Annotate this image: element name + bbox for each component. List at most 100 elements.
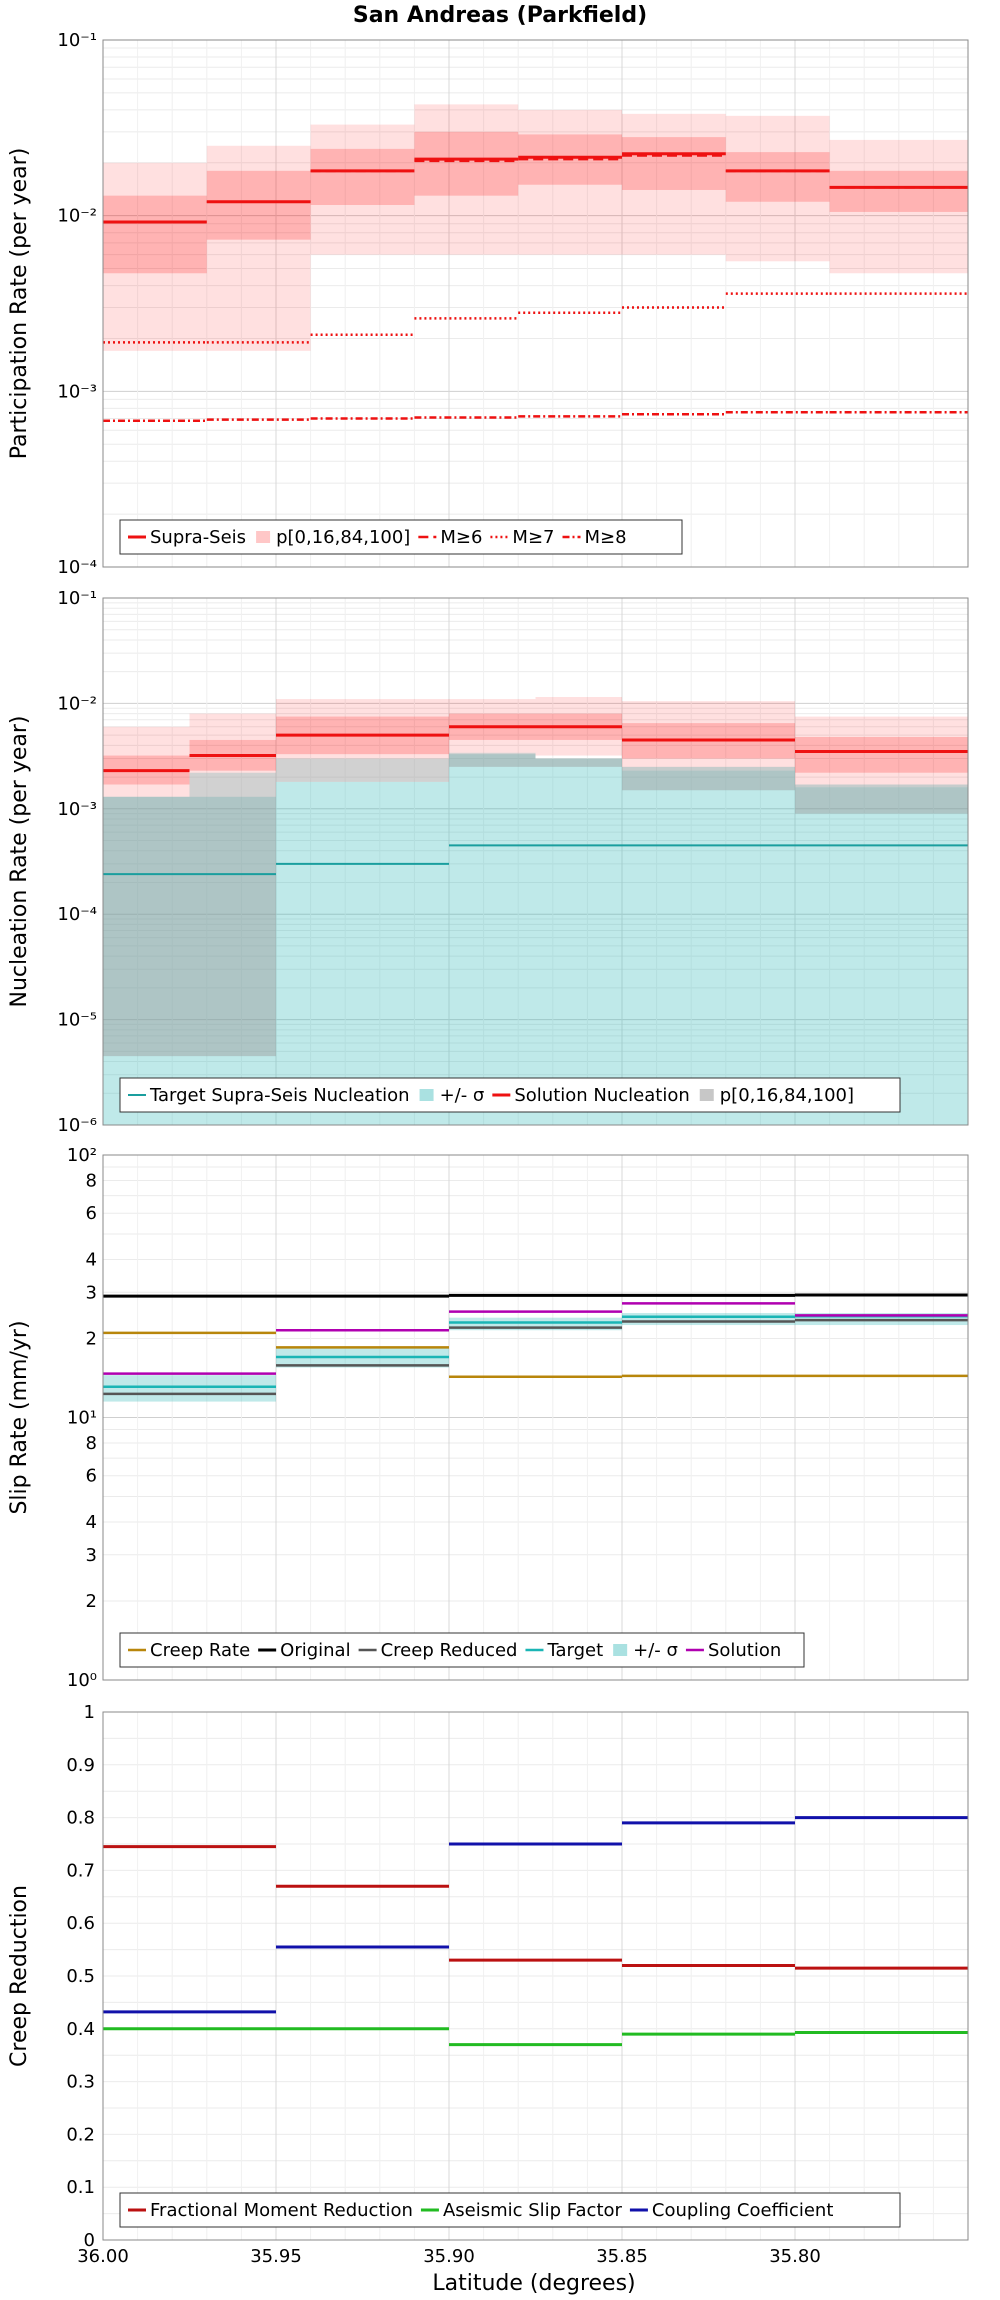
band-rect xyxy=(206,170,311,240)
y-tick-label: 4 xyxy=(86,1249,97,1270)
y-tick-label: 3 xyxy=(86,1282,97,1303)
legend-box xyxy=(119,2192,901,2228)
band-rect xyxy=(622,113,726,255)
band-rect xyxy=(829,139,968,274)
y-tick-label: 0.3 xyxy=(66,2072,95,2093)
gridlines xyxy=(102,1155,969,1681)
legend-label: Target xyxy=(546,1640,603,1661)
y-ticks: 10⁰ 2 3 4 6 8 10¹ 2 3 4 6 8 10² xyxy=(67,1145,97,1691)
legend-label: p[0,16,84,100] xyxy=(276,527,410,548)
y-tick-label: 0.4 xyxy=(66,2019,95,2040)
legend-swatch xyxy=(613,1644,628,1656)
chart-panel-2: 10⁻⁶ 10⁻⁵ 10⁻⁴ 10⁻³ 10⁻² 10⁻¹ Nucleation Rate … xyxy=(7,588,969,1136)
panels: 10⁻⁴ 10⁻³ 10⁻² 10⁻¹ Participation Rate (per … xyxy=(7,30,969,2267)
y-tick-label: 10⁻² xyxy=(57,693,97,714)
legend-label: Coupling Coefficient xyxy=(652,2200,833,2221)
legend-box xyxy=(119,519,683,555)
y-tick-label: 10⁰ xyxy=(67,1670,97,1691)
band-rect xyxy=(622,701,795,771)
legend-label: Original xyxy=(280,1640,350,1661)
band-rect xyxy=(518,109,622,255)
series xyxy=(103,1816,968,2047)
band-rect xyxy=(449,752,536,767)
series xyxy=(103,152,968,423)
series xyxy=(103,1293,968,1396)
band-rect xyxy=(829,170,968,212)
y-tick-label: 8 xyxy=(86,1170,97,1191)
gridlines xyxy=(102,40,969,568)
y-tick-label: 0 xyxy=(84,2230,95,2251)
x-tick-label: 35.90 xyxy=(423,2246,475,2267)
y-tick-label: 4 xyxy=(86,1512,97,1533)
band-rect xyxy=(189,796,276,1125)
series xyxy=(103,725,968,876)
band-rect xyxy=(725,115,830,262)
legend: Target Supra-Seis Nucleation +/- σ Solutio… xyxy=(119,1077,901,1113)
x-tick-label: 35.80 xyxy=(769,2246,821,2267)
y-tick-label: 10² xyxy=(67,1145,97,1166)
legend-label: Aseismic Slip Factor xyxy=(443,2200,623,2221)
band-rect xyxy=(103,1375,276,1402)
legend-label: +/- σ xyxy=(633,1640,678,1661)
y-axis-label: Nucleation Rate (per year) xyxy=(7,716,32,1008)
y-tick-label: 10⁻² xyxy=(57,206,97,227)
y-tick-label: 10¹ xyxy=(67,1408,97,1429)
band-rect xyxy=(103,796,190,1125)
y-tick-label: 2 xyxy=(86,1328,97,1349)
y-tick-label: 8 xyxy=(86,1433,97,1454)
y-axis-label: Slip Rate (mm/yr) xyxy=(7,1320,32,1514)
y-tick-label: 0.8 xyxy=(66,1808,95,1829)
band-rect xyxy=(795,787,968,814)
chart-panel-3: 10⁰ 2 3 4 6 8 10¹ 2 3 4 6 8 10² Slip Rate (mm/yr) Cree… xyxy=(7,1145,969,1691)
bands xyxy=(103,104,968,351)
band-rect xyxy=(414,104,519,255)
figure-title: San Andreas (Parkfield) xyxy=(353,3,647,28)
y-tick-label: 0.7 xyxy=(66,1860,95,1881)
band-rect xyxy=(206,145,311,351)
band-rect xyxy=(535,758,622,767)
y-tick-label: 10⁻⁴ xyxy=(57,904,97,925)
y-tick-label: 0.6 xyxy=(66,1913,95,1934)
plot-frame xyxy=(102,1154,969,1681)
gridlines xyxy=(102,598,969,1126)
legend-label: Creep Rate xyxy=(150,1640,250,1661)
band-rect xyxy=(103,162,207,351)
band-rect xyxy=(310,124,415,255)
y-tick-label: 0.2 xyxy=(66,2124,95,2145)
gridlines xyxy=(102,1711,969,2241)
band-rect xyxy=(103,726,190,797)
band-rect xyxy=(103,195,207,274)
band-rect xyxy=(310,148,415,206)
legend-swatch xyxy=(256,531,271,543)
y-axis-label: Creep Reduction xyxy=(7,1885,32,2067)
chart-panel-1: 10⁻⁴ 10⁻³ 10⁻² 10⁻¹ Participation Rate (per … xyxy=(7,30,969,578)
band-rect xyxy=(622,137,726,190)
y-tick-label: 10⁻⁶ xyxy=(57,1115,97,1136)
y-tick-label: 10⁻³ xyxy=(57,381,97,402)
band-rect xyxy=(276,699,449,759)
y-tick-label: 0.1 xyxy=(66,2177,95,2198)
x-axis-label: Latitude (degrees) xyxy=(432,2271,635,2296)
y-tick-label: 2 xyxy=(86,1591,97,1612)
y-tick-label: 10⁻⁵ xyxy=(57,1010,97,1031)
legend-label: +/- σ xyxy=(440,1085,485,1106)
y-tick-label: 10⁻³ xyxy=(57,799,97,820)
y-tick-label: 10⁻¹ xyxy=(57,588,97,609)
y-ticks: 0 0.1 0.2 0.3 0.4 0.5 0.6 0.7 0.8 0.9 1 xyxy=(66,1702,95,2251)
x-ticks: 36.00 35.95 35.90 35.85 35.80 xyxy=(77,2246,821,2267)
legend-swatch xyxy=(419,1089,434,1101)
chart-panel-4: 0 0.1 0.2 0.3 0.4 0.5 0.6 0.7 0.8 0.9 1 Creep Reduc… xyxy=(7,1702,969,2267)
band-rect xyxy=(622,770,795,791)
legend: Supra-Seis p[0,16,84,100] M≥6 M≥7 M≥8 xyxy=(119,519,683,555)
band-rect xyxy=(276,781,449,1125)
legend: Creep Rate Original Creep Reduced Target +/-… xyxy=(119,1632,805,1668)
band-rect xyxy=(414,131,519,196)
legend-label: Target Supra-Seis Nucleation xyxy=(149,1085,410,1106)
band-rect xyxy=(622,766,795,1125)
band-rect xyxy=(795,784,968,1125)
y-tick-label: 6 xyxy=(86,1203,97,1224)
y-ticks: 10⁻⁴ 10⁻³ 10⁻² 10⁻¹ xyxy=(57,30,97,578)
band-rect xyxy=(103,796,190,1057)
legend-label: M≥8 xyxy=(585,527,627,548)
